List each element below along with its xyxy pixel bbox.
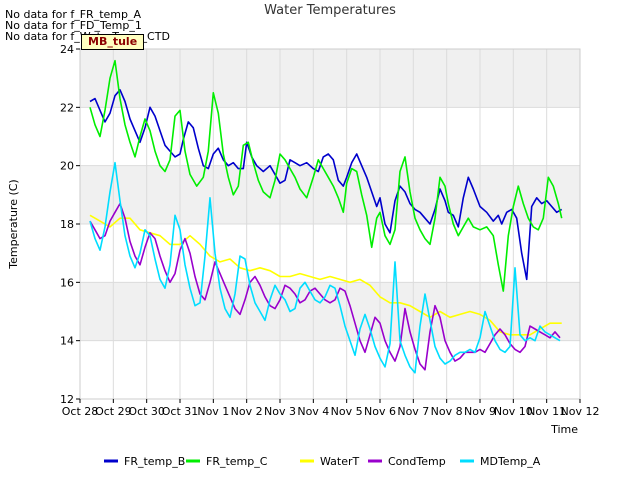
x-tick-label: Nov 4 — [297, 405, 329, 418]
y-axis-label: Temperature (C) — [7, 179, 20, 269]
x-tick-label: Nov 7 — [397, 405, 429, 418]
background-band — [80, 49, 580, 108]
y-tick-label: 20 — [60, 160, 74, 173]
x-axis-label: Time — [550, 423, 578, 436]
x-tick-label: Nov 9 — [464, 405, 496, 418]
x-tick-label: Nov 3 — [264, 405, 296, 418]
x-tick-label: Oct 29 — [95, 405, 132, 418]
y-tick-label: 18 — [60, 218, 74, 231]
x-tick-label: Oct 28 — [62, 405, 99, 418]
legend-label-WaterT: WaterT — [320, 455, 360, 468]
y-tick-label: 16 — [60, 276, 74, 289]
x-tick-label: Nov 10 — [494, 405, 533, 418]
no-data-note-1: No data for f_FR_temp_A — [5, 8, 141, 21]
y-tick-label: 12 — [60, 393, 74, 406]
background-band — [80, 282, 580, 341]
legend-label-FR_temp_C: FR_temp_C — [206, 455, 268, 468]
y-tick-label: 22 — [60, 101, 74, 114]
series-line-MDTemp_A — [89, 161, 561, 374]
background-band — [80, 165, 580, 224]
x-tick-label: Oct 31 — [162, 405, 199, 418]
x-tick-label: Oct 30 — [128, 405, 165, 418]
no-data-note-2: No data for f_FD_Temp_1 — [5, 19, 142, 32]
series-line-CondTemp — [89, 202, 561, 371]
series-line-FR_temp_B — [89, 89, 563, 281]
y-tick-label: 14 — [60, 335, 74, 348]
series-line-WaterT — [89, 214, 562, 336]
y-tick-label: 24 — [60, 43, 74, 56]
x-tick-label: Nov 2 — [231, 405, 263, 418]
x-tick-label: Nov 12 — [561, 405, 600, 418]
site-badge: MB_tule — [81, 34, 145, 50]
x-tick-label: Nov 11 — [527, 405, 566, 418]
legend-label-MDTemp_A: MDTemp_A — [480, 455, 541, 468]
x-tick-label: Nov 6 — [364, 405, 396, 418]
series-line-FR_temp_C — [89, 59, 563, 292]
legend-label-FR_temp_B: FR_temp_B — [124, 455, 185, 468]
x-tick-label: Nov 8 — [431, 405, 463, 418]
x-tick-label: Nov 1 — [197, 405, 229, 418]
x-tick-label: Nov 5 — [331, 405, 363, 418]
chart-title: Water Temperatures — [264, 3, 396, 18]
legend-label-CondTemp: CondTemp — [388, 455, 446, 468]
background-band — [80, 340, 580, 399]
